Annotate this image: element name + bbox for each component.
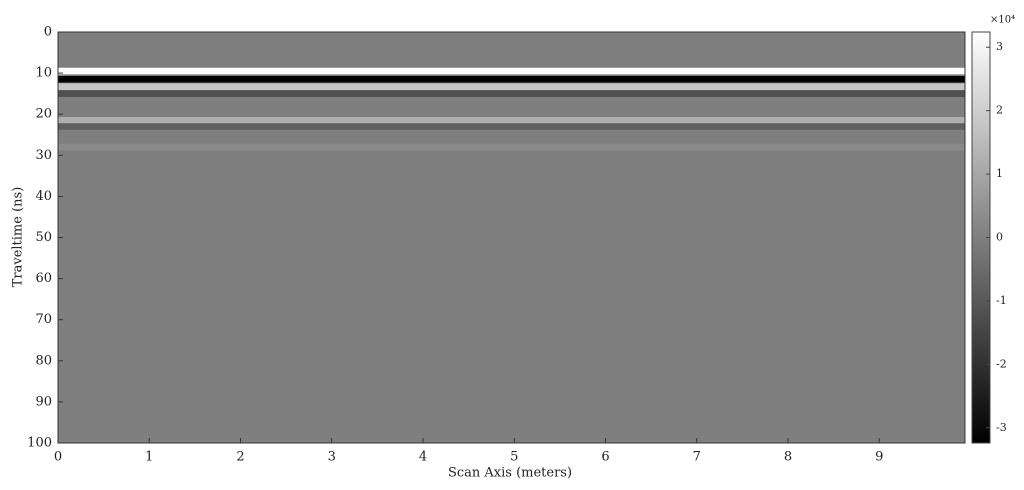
x-tick-label: 5 (510, 450, 518, 465)
x-tick-label: 6 (601, 450, 609, 465)
colorbar-tick-label: -3 (996, 421, 1007, 434)
reflector (58, 83, 965, 90)
y-tick-label: 90 (35, 394, 52, 409)
reflector (58, 67, 965, 75)
colorbar-tick-label: -1 (996, 294, 1007, 307)
y-tick-label: 40 (35, 189, 52, 204)
y-tick-label: 10 (35, 66, 52, 81)
colorbar-tick-label: -2 (996, 357, 1007, 370)
reflector (58, 123, 965, 130)
colorbar-tick-label: 0 (996, 231, 1003, 244)
x-tick-label: 1 (145, 450, 153, 465)
reflector (58, 75, 965, 83)
colorbar-tick-label: 1 (996, 167, 1003, 180)
y-tick-label: 70 (35, 312, 52, 327)
y-tick-label: 30 (35, 148, 52, 163)
x-tick-label: 3 (328, 450, 336, 465)
y-tick-label: 0 (44, 25, 52, 40)
plot-area (58, 32, 965, 443)
x-tick-label: 9 (875, 450, 883, 465)
y-tick-label: 50 (35, 230, 52, 245)
reflector (58, 143, 965, 151)
y-tick-label: 60 (35, 271, 52, 286)
reflector (58, 117, 965, 124)
colorbar-scale: ×10⁴ (990, 15, 1015, 26)
y-axis-label: Traveltime (ns) (11, 187, 26, 288)
x-tick-label: 8 (784, 450, 792, 465)
x-tick-label: 4 (419, 450, 427, 465)
y-tick-label: 100 (27, 436, 52, 451)
y-tick-label: 80 (35, 353, 52, 368)
x-axis-label: Scan Axis (meters) (448, 466, 572, 481)
x-tick-label: 7 (693, 450, 701, 465)
reflector (58, 90, 965, 97)
colorbar-tick-label: 2 (996, 104, 1003, 117)
colorbar-tick-label: 3 (996, 40, 1003, 53)
x-tick-label: 2 (236, 450, 244, 465)
y-tick-label: 20 (35, 107, 52, 122)
x-tick-label: 0 (54, 450, 62, 465)
